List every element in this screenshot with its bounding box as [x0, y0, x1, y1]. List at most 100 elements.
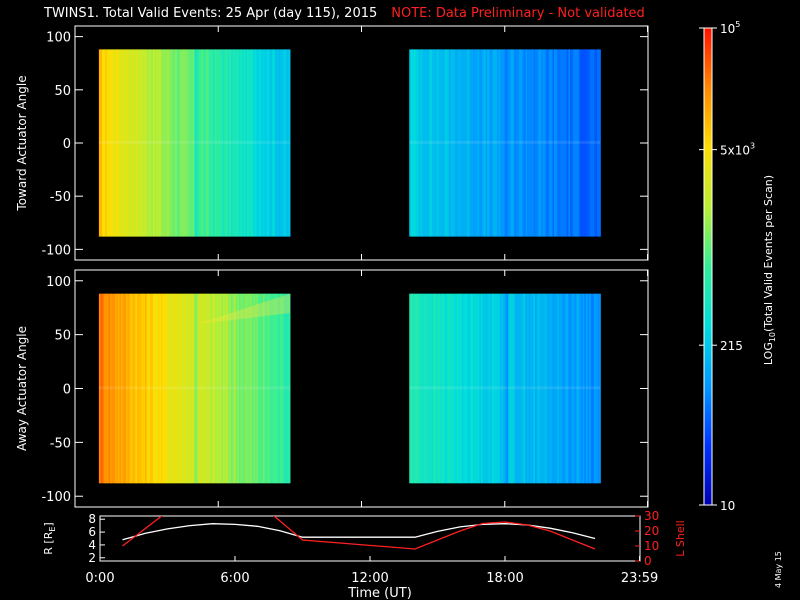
spectrogram-column	[285, 49, 288, 237]
preliminary-note: NOTE: Data Preliminary - Not validated	[391, 6, 645, 21]
spectrogram-column	[286, 49, 289, 237]
spectrogram-column	[167, 293, 170, 484]
spectrogram-column	[137, 49, 140, 237]
spectrogram-column	[555, 49, 558, 237]
spectrogram-column	[199, 293, 202, 484]
spectrogram-column	[189, 49, 192, 237]
spectrogram-column	[148, 293, 151, 484]
x-tick-label: 0:00	[85, 571, 114, 586]
spectrogram-column	[125, 293, 129, 484]
spectrogram-column	[415, 49, 418, 237]
spectrogram-column	[102, 49, 105, 237]
spectrogram-column	[253, 293, 256, 484]
spectrogram-column	[133, 293, 137, 484]
spectrogram-column	[117, 49, 121, 237]
date-stamp: 4 May 15	[774, 551, 783, 588]
spectrogram-column	[560, 293, 563, 484]
spectrogram-column	[449, 293, 452, 484]
spectrogram-column	[251, 49, 254, 237]
spectrogram-column	[442, 293, 445, 484]
right-tick-label: 30	[644, 509, 659, 523]
y-tick-label: 100	[46, 275, 71, 290]
spectrogram-column	[501, 49, 504, 237]
spectrogram-column	[162, 49, 165, 237]
spectrogram-column	[522, 49, 525, 237]
spectrogram-column	[258, 49, 261, 237]
spectrogram-column	[210, 49, 213, 237]
spectrogram-column	[538, 293, 541, 484]
spectrogram-column	[485, 293, 488, 484]
spectrogram-column	[471, 49, 474, 237]
spectrogram-column	[417, 49, 420, 237]
spectrogram-column	[178, 49, 181, 237]
spectrogram-column	[258, 293, 261, 484]
spectrogram-column	[474, 293, 477, 484]
colorbar-frame	[703, 27, 713, 506]
spectrogram-column	[270, 293, 273, 484]
spectrogram-column	[476, 293, 479, 484]
spectrogram-column	[165, 293, 168, 484]
spectrogram-column	[585, 293, 589, 484]
right-tick-label: 20	[644, 524, 659, 538]
spectrogram-column	[207, 49, 210, 237]
spectrogram-block-2-1	[98, 293, 291, 484]
spectrogram-column	[237, 293, 240, 484]
spectrogram-column	[558, 293, 562, 484]
spectrogram-column	[450, 49, 453, 237]
left-axis-label-main: R [R	[42, 531, 55, 554]
spectrogram-column	[477, 49, 480, 237]
spectrogram-column	[544, 49, 547, 237]
spectrogram-column	[452, 293, 455, 484]
spectrogram-column	[520, 293, 523, 484]
spectrogram-column	[148, 49, 151, 237]
spectrogram-column	[563, 293, 566, 484]
spectrogram-column	[482, 49, 485, 237]
spectrogram-column	[503, 293, 506, 484]
spectrogram-column	[218, 293, 221, 484]
spectrogram-column	[199, 49, 202, 237]
spectrogram-column	[105, 293, 108, 484]
spectrogram-column	[517, 49, 520, 237]
spectrogram-column	[589, 293, 592, 484]
spectrogram-column	[285, 293, 288, 484]
spectrogram-column	[504, 293, 507, 484]
spectrogram-column	[550, 49, 554, 237]
spectrogram-column	[441, 293, 444, 484]
spectrogram-column	[527, 49, 530, 237]
spectrogram-column	[156, 293, 159, 484]
spectrogram-column	[278, 49, 281, 237]
colorbar-tick-sup: 5	[735, 20, 740, 29]
spectrogram-column	[507, 293, 511, 484]
spectrogram-column	[203, 49, 207, 237]
spectrogram-column	[426, 49, 429, 237]
spectrogram-column	[208, 293, 211, 484]
colorbar-label-main: LOG	[762, 342, 775, 365]
spectrogram-column	[145, 293, 148, 484]
spectrogram-column	[125, 49, 129, 237]
spectrogram-column	[597, 49, 600, 237]
spectrogram-column	[124, 49, 127, 237]
spectrogram-column	[170, 49, 173, 237]
spectrogram-column	[273, 49, 277, 237]
spectrogram-column	[151, 293, 154, 484]
left-axis-label: R [RE]	[42, 522, 57, 554]
spectrogram-column	[146, 293, 149, 484]
spectrogram-column	[420, 293, 423, 484]
spectrogram-column	[105, 49, 108, 237]
spectrogram-column	[519, 293, 522, 484]
spectrogram-column	[197, 293, 200, 484]
spectrogram-column	[552, 49, 555, 237]
right-axis-label: L Shell	[674, 520, 687, 556]
spectrogram-column	[197, 49, 200, 237]
spectrogram-column	[439, 293, 442, 484]
x-axis-label: Time (UT)	[347, 586, 412, 600]
spectrogram-column	[444, 49, 447, 237]
spectrogram-column	[216, 293, 219, 484]
spectrogram-column	[595, 293, 598, 484]
spectrogram-column	[587, 49, 590, 237]
y-tick-label: -100	[41, 490, 71, 505]
spectrogram-column	[509, 293, 512, 484]
spectrogram-column	[484, 293, 487, 484]
spectrogram-column	[509, 49, 512, 237]
spectrogram-column	[415, 293, 418, 484]
